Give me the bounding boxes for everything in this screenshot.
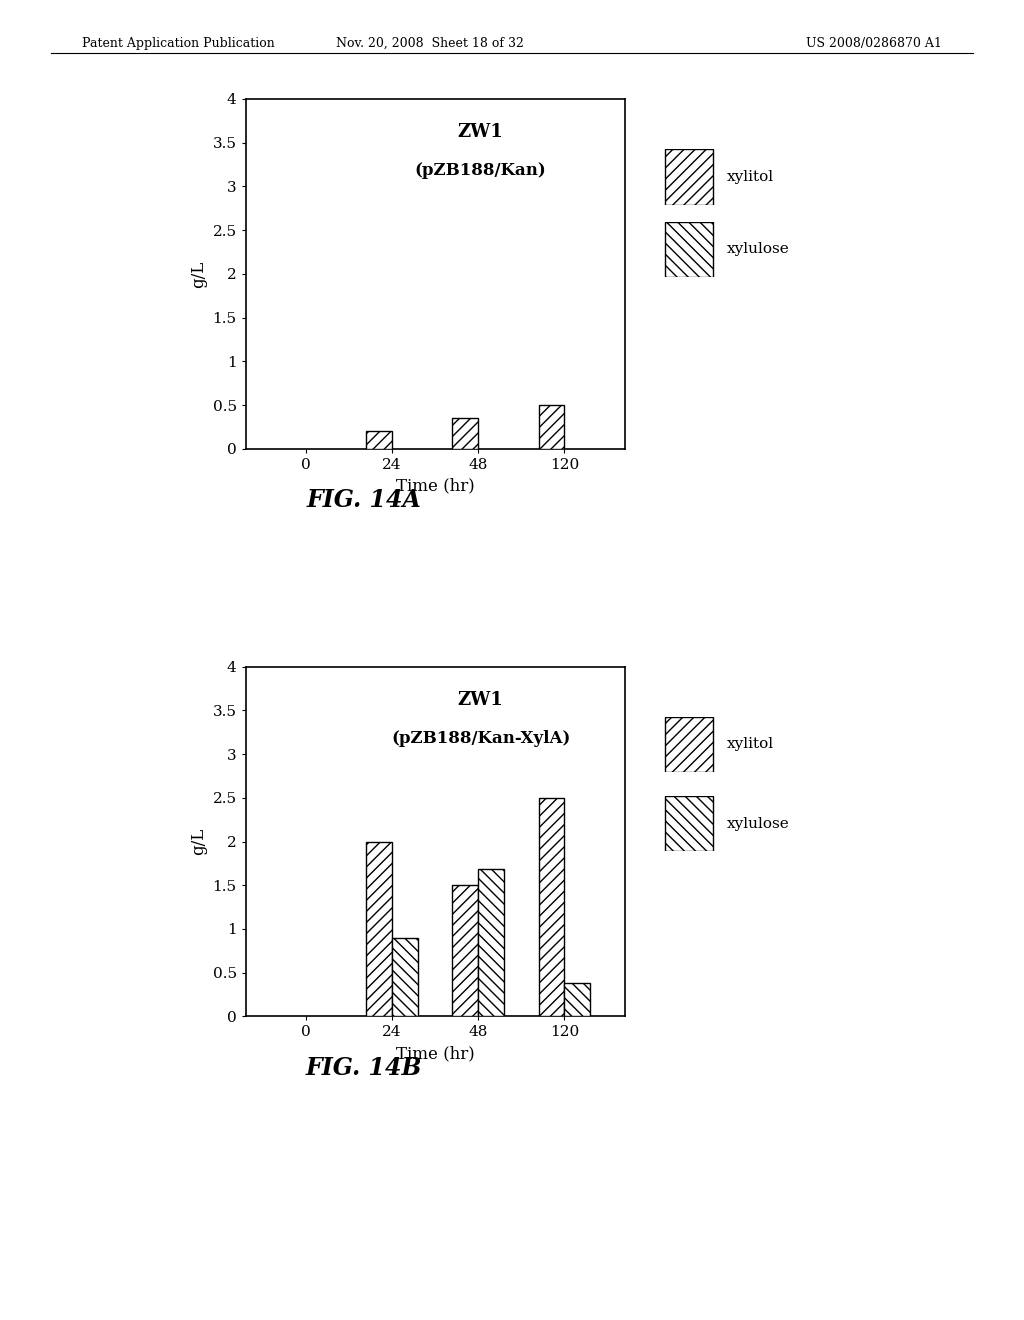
Text: Nov. 20, 2008  Sheet 18 of 32: Nov. 20, 2008 Sheet 18 of 32 <box>336 37 524 50</box>
Text: (pZB188/Kan): (pZB188/Kan) <box>415 162 547 180</box>
Bar <box>665 796 713 851</box>
Text: xylitol: xylitol <box>727 738 774 751</box>
Y-axis label: g/L: g/L <box>190 828 207 855</box>
Text: xylulose: xylulose <box>727 243 790 256</box>
X-axis label: Time (hr): Time (hr) <box>396 478 474 495</box>
Text: FIG. 14B: FIG. 14B <box>305 1056 422 1080</box>
Bar <box>453 886 478 1016</box>
Text: xylulose: xylulose <box>727 817 790 830</box>
X-axis label: Time (hr): Time (hr) <box>396 1045 474 1063</box>
Bar <box>665 717 713 772</box>
Text: (pZB188/Kan-XylA): (pZB188/Kan-XylA) <box>391 730 570 747</box>
Bar <box>453 418 478 449</box>
Text: Patent Application Publication: Patent Application Publication <box>82 37 274 50</box>
Text: xylitol: xylitol <box>727 170 774 183</box>
Bar <box>367 432 392 449</box>
Text: US 2008/0286870 A1: US 2008/0286870 A1 <box>806 37 942 50</box>
Bar <box>539 405 564 449</box>
Bar <box>478 870 504 1016</box>
Text: ZW1: ZW1 <box>458 124 504 141</box>
Text: FIG. 14A: FIG. 14A <box>306 488 421 512</box>
Y-axis label: g/L: g/L <box>190 260 207 288</box>
Bar <box>367 842 392 1016</box>
Bar <box>539 797 564 1016</box>
Bar <box>665 149 713 205</box>
Text: ZW1: ZW1 <box>458 692 504 709</box>
Bar <box>665 222 713 277</box>
Bar <box>564 983 590 1016</box>
Bar <box>392 937 418 1016</box>
